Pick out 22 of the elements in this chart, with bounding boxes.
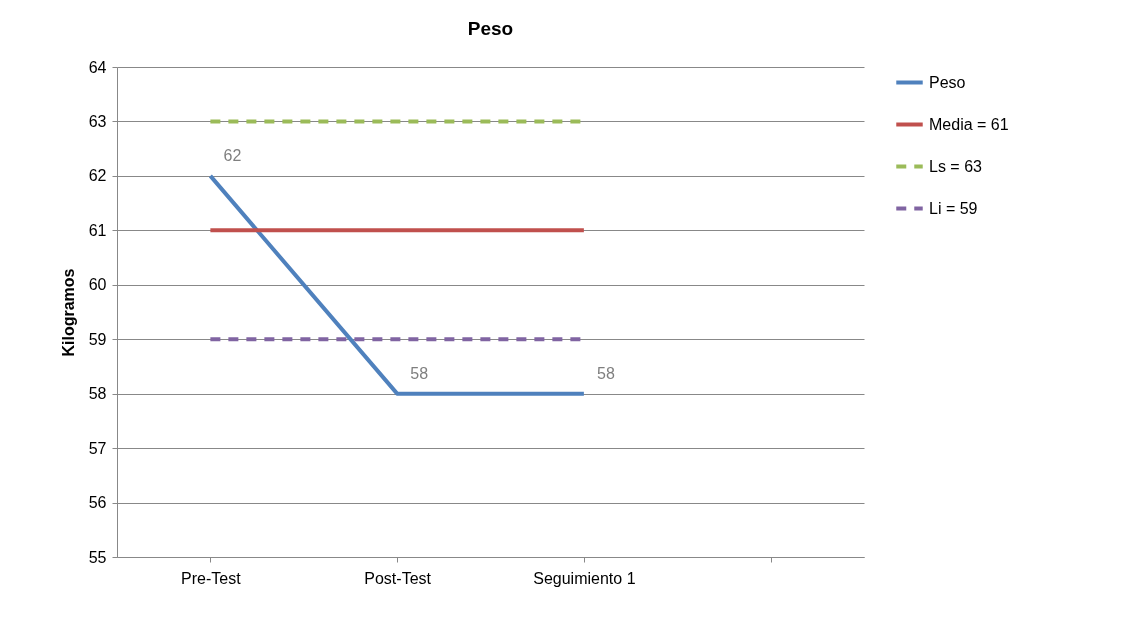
data-label: 58 <box>596 364 615 382</box>
y-tick-label: 56 <box>88 494 107 512</box>
y-axis-title: Kilogramos <box>59 268 77 357</box>
data-label: 62 <box>223 146 242 164</box>
y-tick-label: 58 <box>88 385 107 403</box>
y-tick-label: 61 <box>88 221 107 239</box>
y-tick-label: 63 <box>88 112 107 130</box>
y-tick-label: 64 <box>88 58 107 76</box>
y-tick-label: 55 <box>88 548 107 566</box>
x-tick-label: Pre-Test <box>181 569 242 587</box>
y-tick-label: 60 <box>88 276 107 294</box>
legend-label: Li = 59 <box>929 199 978 217</box>
legend-label: Ls = 63 <box>929 157 983 175</box>
y-tick-label: 62 <box>88 167 107 185</box>
x-tick-label: Post-Test <box>364 569 432 587</box>
legend-label: Peso <box>929 73 966 91</box>
x-tick-label: Seguimiento 1 <box>533 569 636 587</box>
chart-title: Peso <box>467 18 514 39</box>
legend-label: Media = 61 <box>929 115 1009 133</box>
y-tick-label: 57 <box>88 439 107 457</box>
data-label: 58 <box>410 364 429 382</box>
y-tick-label: 59 <box>88 330 107 348</box>
